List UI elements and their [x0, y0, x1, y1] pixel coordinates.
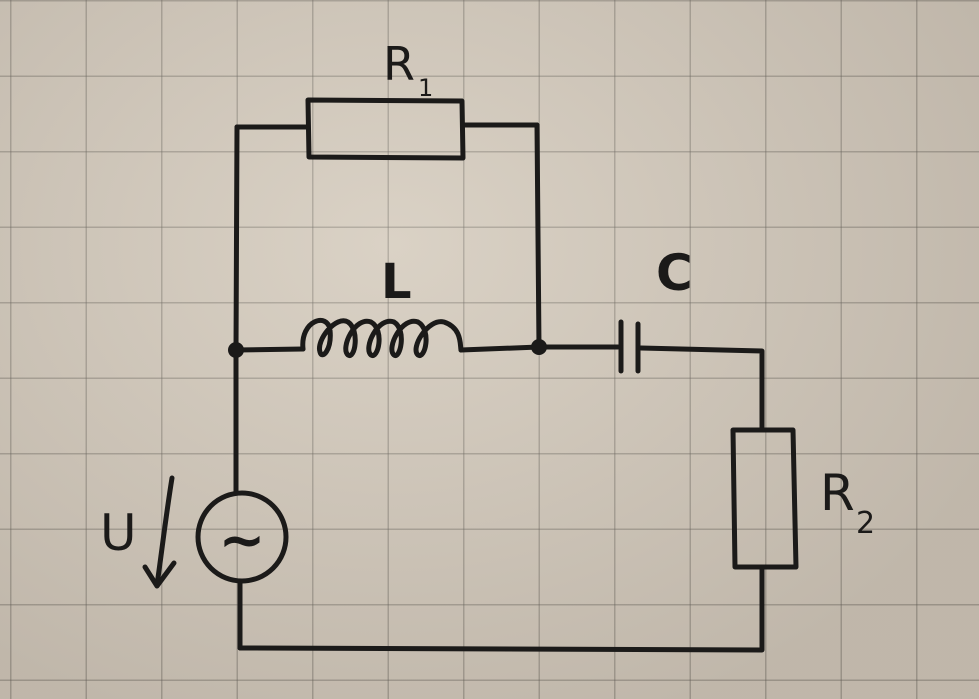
wire-inductor-right	[458, 344, 542, 353]
label-c: C	[656, 244, 693, 302]
resistor-r2	[730, 427, 799, 570]
ac-source-symbol: ~	[219, 508, 266, 573]
label-l: L	[381, 254, 412, 310]
junction-node-left	[228, 342, 244, 358]
voltage-arrow-u	[142, 475, 177, 589]
junction-node-right	[531, 339, 547, 355]
label-r2: R	[820, 464, 855, 522]
label-u: U	[100, 504, 137, 562]
label-r1: R	[383, 37, 415, 91]
wire-bottom	[237, 564, 765, 653]
label-r2-subscript: 2	[856, 506, 875, 541]
wire-inductor-left	[233, 346, 306, 353]
capacitor-c	[618, 319, 641, 374]
wire-left-upper-vertical	[233, 124, 240, 353]
label-r1-subscript: 1	[418, 74, 433, 102]
ac-voltage-source: ~	[195, 490, 289, 584]
inductor-l	[300, 317, 464, 358]
wire-from-capacitor	[638, 345, 765, 432]
wire-right-upper-vertical	[534, 122, 542, 350]
resistor-r1	[305, 97, 466, 161]
wires	[233, 122, 765, 653]
